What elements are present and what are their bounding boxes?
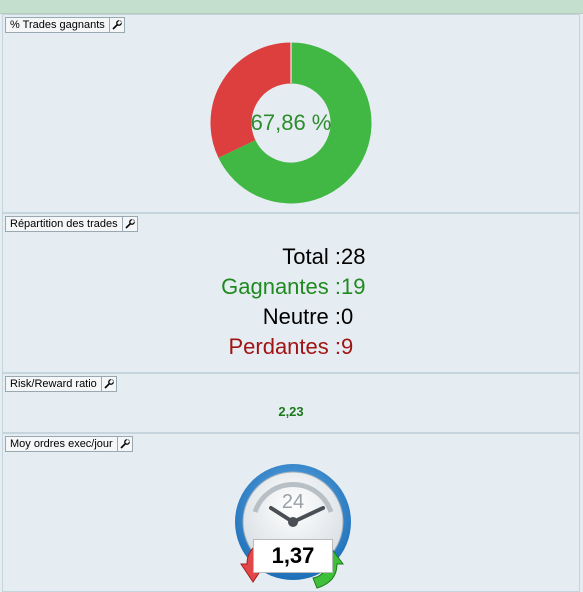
repartition-row-total: Total : 28 — [3, 244, 579, 274]
total-value: 28 — [341, 244, 366, 269]
wrench-icon — [104, 379, 114, 389]
orders-settings-button[interactable] — [116, 436, 133, 452]
risk-reward-value: 2,23 — [278, 404, 304, 419]
repartition-settings-button[interactable] — [121, 216, 138, 232]
orders-panel-header: Moy ordres exec/jour — [5, 436, 133, 452]
wrench-icon — [125, 219, 135, 229]
repartition-row-perdantes: Perdantes : 9 — [3, 334, 579, 364]
clock-label: 24 — [282, 491, 304, 513]
perdantes-label: Perdantes : — [228, 334, 341, 359]
risk-reward-panel: Risk/Reward ratio 2,23 — [2, 373, 580, 433]
orders-panel-title: Moy ordres exec/jour — [5, 436, 117, 452]
total-label: Total : — [282, 244, 341, 269]
win-rate-settings-button[interactable] — [108, 17, 125, 33]
repartition-panel-header: Répartition des trades — [5, 216, 138, 232]
risk-reward-panel-header: Risk/Reward ratio — [5, 376, 117, 392]
neutre-label: Neutre : — [262, 304, 341, 329]
win-arc — [218, 42, 372, 204]
repartition-panel: Répartition des trades Total : 28 Gagnan… — [2, 213, 580, 373]
gagnantes-label: Gagnantes : — [221, 274, 341, 299]
repartition-row-neutre: Neutre : 0 — [3, 304, 579, 334]
neutre-value: 0 — [341, 304, 354, 329]
perdantes-value: 9 — [341, 334, 354, 359]
win-rate-donut: 67,86 % — [210, 42, 372, 204]
win-rate-label: 67,86 % — [250, 110, 332, 135]
win-rate-panel-title: % Trades gagnants — [5, 17, 109, 33]
orders-panel: Moy ordres exec/jour 24 — [2, 433, 580, 592]
risk-reward-settings-button[interactable] — [100, 376, 117, 392]
wrench-icon — [120, 439, 130, 449]
wrench-icon — [112, 20, 122, 30]
orders-per-day-value: 1,37 — [253, 539, 333, 573]
gagnantes-value: 19 — [341, 274, 366, 299]
repartition-row-gagnantes: Gagnantes : 19 — [3, 274, 579, 304]
loss-arc — [210, 42, 292, 158]
top-bar — [0, 0, 583, 14]
win-rate-panel-header: % Trades gagnants — [5, 17, 125, 33]
repartition-panel-title: Répartition des trades — [5, 216, 122, 232]
win-rate-panel: % Trades gagnants 67,86 % — [2, 14, 580, 213]
risk-reward-panel-title: Risk/Reward ratio — [5, 376, 101, 392]
